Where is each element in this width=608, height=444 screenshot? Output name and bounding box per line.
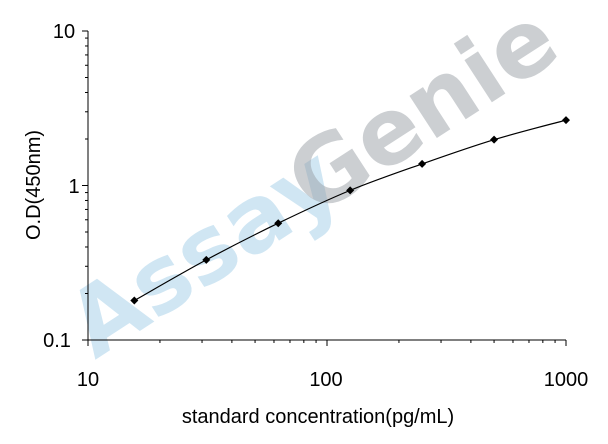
axis-tick-labels: 10 1 0.1 10 100 1000 xyxy=(43,21,588,391)
series-group xyxy=(130,116,570,305)
axis-ticks xyxy=(82,30,567,346)
data-point-marker xyxy=(490,135,499,144)
data-point-marker xyxy=(202,255,211,264)
y-tick-label-10: 10 xyxy=(53,21,75,43)
data-point-marker xyxy=(562,116,570,125)
y-axis-title: O.D(450nm) xyxy=(23,130,45,240)
data-point-marker xyxy=(346,186,355,195)
x-tick-label-1000: 1000 xyxy=(544,369,589,391)
y-tick-label-0.1: 0.1 xyxy=(43,330,71,352)
x-axis-title: standard concentration(pg/mL) xyxy=(182,406,454,428)
x-tick-label-10: 10 xyxy=(77,369,99,391)
data-point-marker xyxy=(274,219,283,228)
watermark: Assay Genie xyxy=(49,0,576,378)
watermark-genie: Genie xyxy=(268,0,576,236)
data-point-marker xyxy=(130,296,139,305)
x-tick-label-100: 100 xyxy=(309,369,342,391)
y-tick-label-1: 1 xyxy=(68,176,79,198)
data-point-marker xyxy=(418,159,427,168)
